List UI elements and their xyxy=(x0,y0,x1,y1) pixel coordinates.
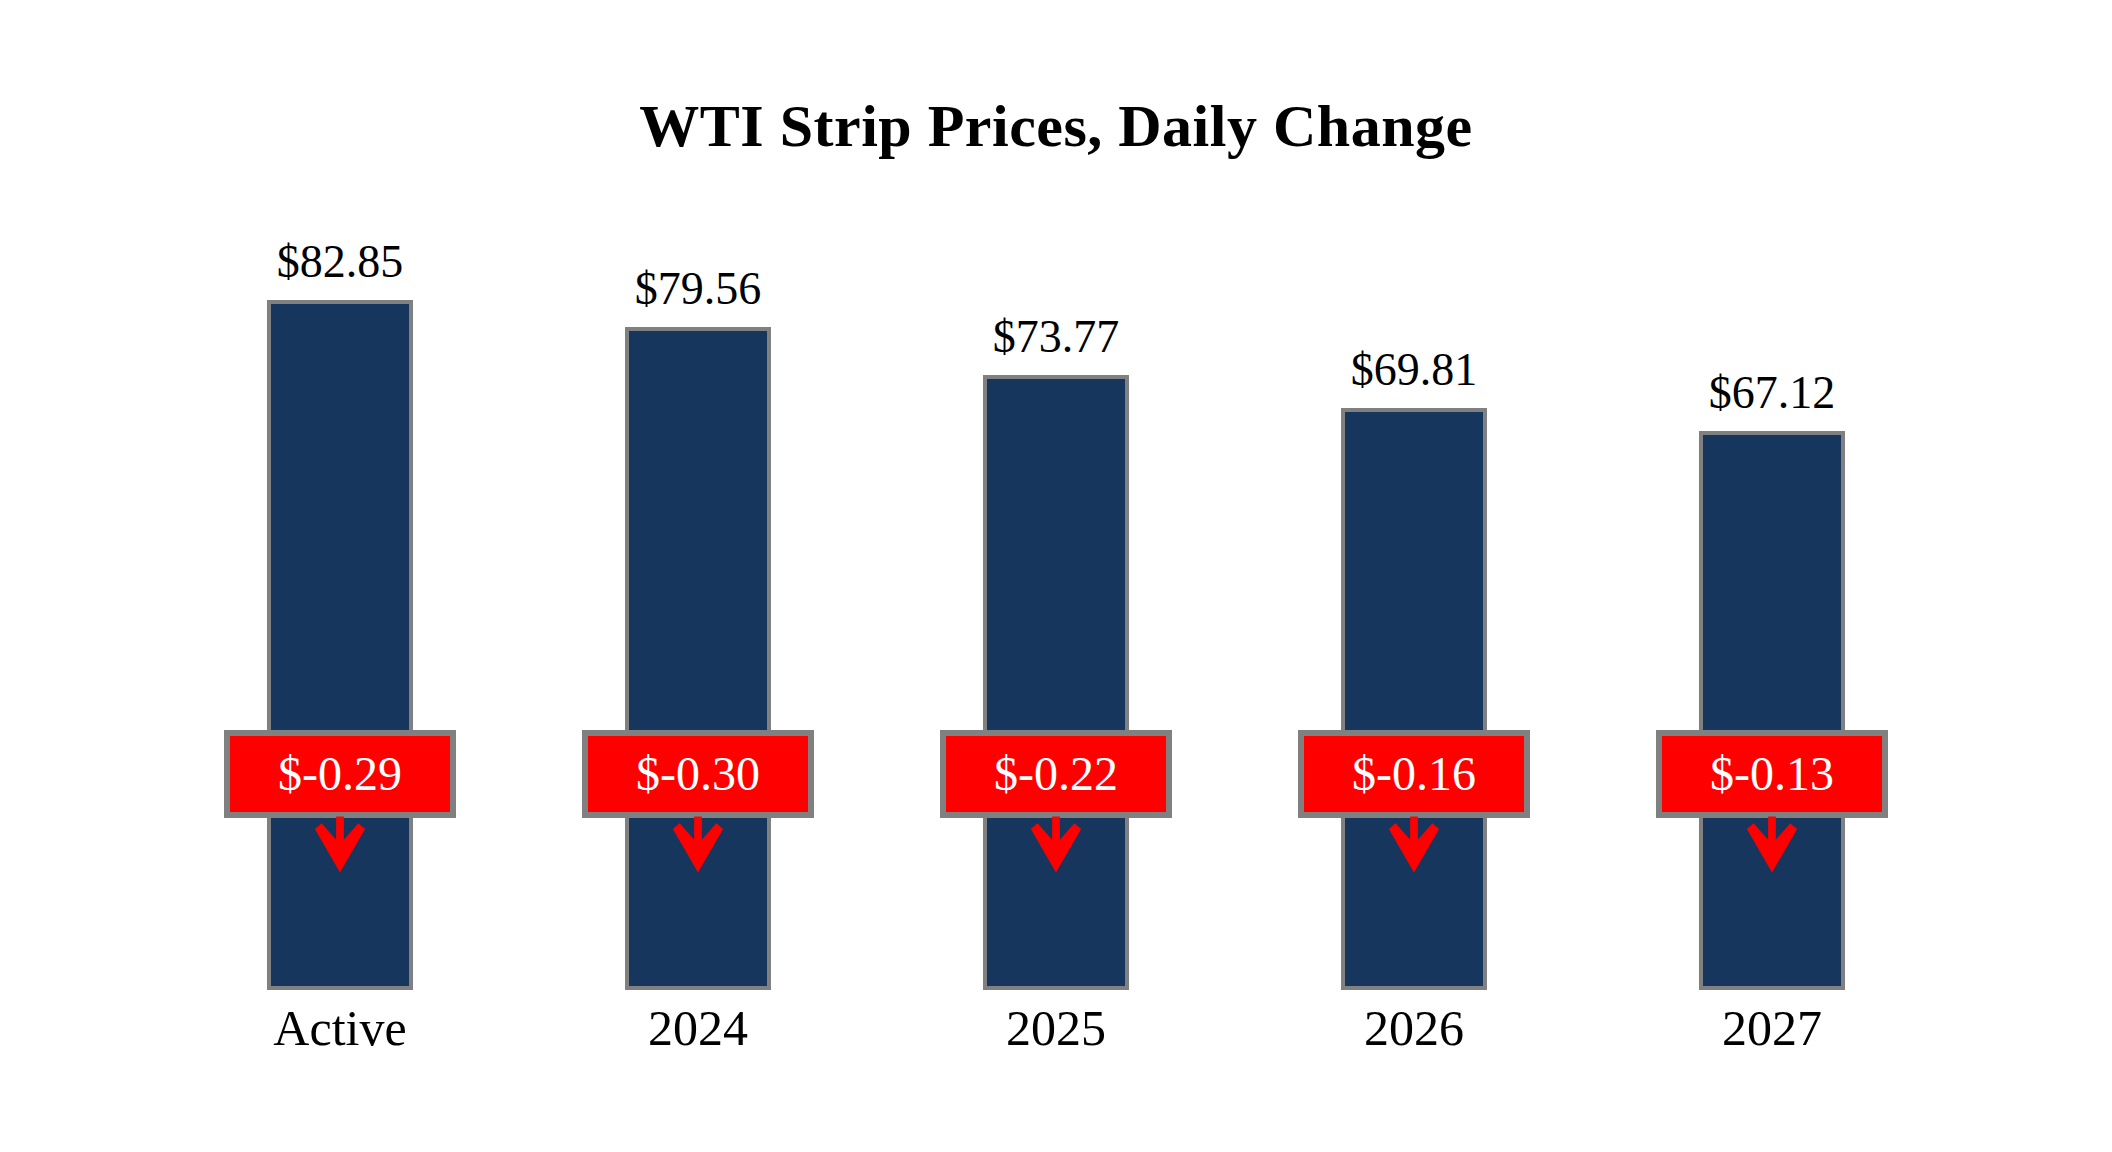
strip-price-bar xyxy=(1699,431,1845,990)
daily-change-label: $-0.16 xyxy=(1352,750,1476,798)
daily-change-label: $-0.22 xyxy=(994,750,1118,798)
daily-change-label: $-0.30 xyxy=(636,750,760,798)
arrow-down-icon xyxy=(669,816,727,873)
daily-change-box: $-0.22 xyxy=(940,730,1172,818)
category-label: 2025 xyxy=(896,998,1216,1058)
chart-title: WTI Strip Prices, Daily Change xyxy=(0,92,2112,161)
strip-price-bar xyxy=(267,300,413,990)
bar-group-active: $82.85 $-0.29 Active xyxy=(0,0,2112,1152)
daily-change-box: $-0.30 xyxy=(582,730,814,818)
daily-change-box: $-0.13 xyxy=(1656,730,1888,818)
category-label: 2024 xyxy=(538,998,858,1058)
bar-group-2024: $79.56 $-0.30 2024 xyxy=(0,0,2112,1152)
price-label: $73.77 xyxy=(896,312,1216,363)
bar-group-2025: $73.77 $-0.22 2025 xyxy=(0,0,2112,1152)
price-label: $82.85 xyxy=(180,237,500,288)
daily-change-label: $-0.29 xyxy=(278,750,402,798)
bar-group-2026: $69.81 $-0.16 2026 xyxy=(0,0,2112,1152)
bar-group-2027: $67.12 $-0.13 2027 xyxy=(0,0,2112,1152)
category-label: Active xyxy=(180,998,500,1058)
daily-change-box: $-0.29 xyxy=(224,730,456,818)
category-label: 2026 xyxy=(1254,998,1574,1058)
strip-price-bar xyxy=(625,327,771,990)
arrow-down-icon xyxy=(311,816,369,873)
daily-change-box: $-0.16 xyxy=(1298,730,1530,818)
wti-strip-price-chart: WTI Strip Prices, Daily Change $82.85 $-… xyxy=(0,0,2112,1152)
arrow-down-icon xyxy=(1743,816,1801,873)
strip-price-bar xyxy=(1341,408,1487,990)
price-label: $79.56 xyxy=(538,264,858,315)
category-label: 2027 xyxy=(1612,998,1932,1058)
strip-price-bar xyxy=(983,375,1129,990)
arrow-down-icon xyxy=(1027,816,1085,873)
arrow-down-icon xyxy=(1385,816,1443,873)
daily-change-label: $-0.13 xyxy=(1710,750,1834,798)
price-label: $69.81 xyxy=(1254,345,1574,396)
price-label: $67.12 xyxy=(1612,368,1932,419)
